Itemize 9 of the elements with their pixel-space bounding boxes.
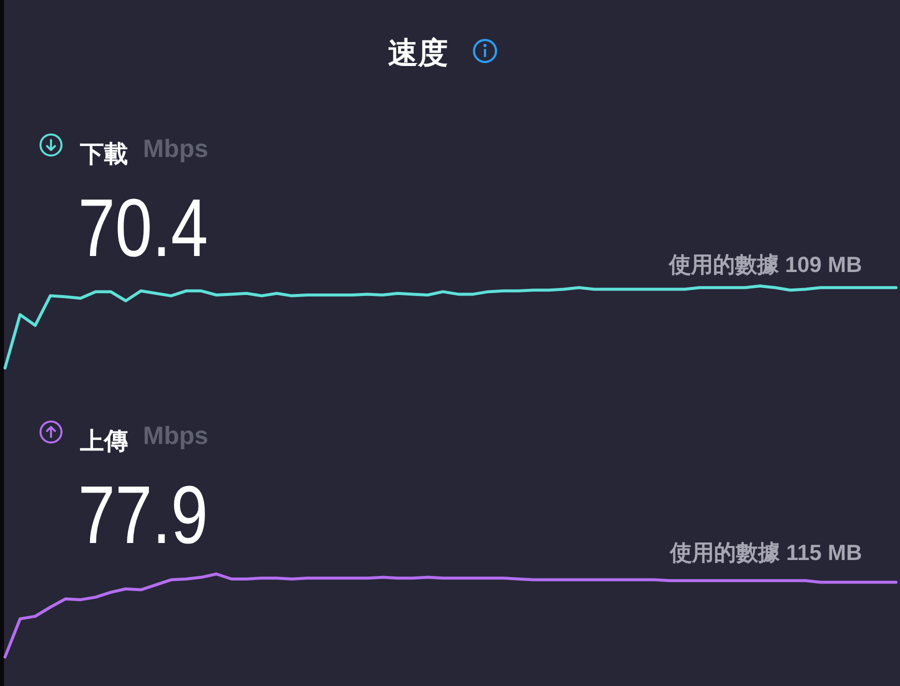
y-axis-title: Mbps xyxy=(143,135,208,163)
text: 77.9 xyxy=(78,470,238,561)
chart-subtitle: 下載 xyxy=(79,141,128,168)
text: 使用的數據 109 MB xyxy=(668,252,862,277)
chart-title: 速度 xyxy=(388,36,448,70)
text: 使用的數據 115 MB xyxy=(669,540,862,565)
chart-subtitle: 上傳 xyxy=(79,428,128,455)
y-axis-title: Mbps xyxy=(143,422,208,450)
text: 70.4 xyxy=(78,183,238,274)
